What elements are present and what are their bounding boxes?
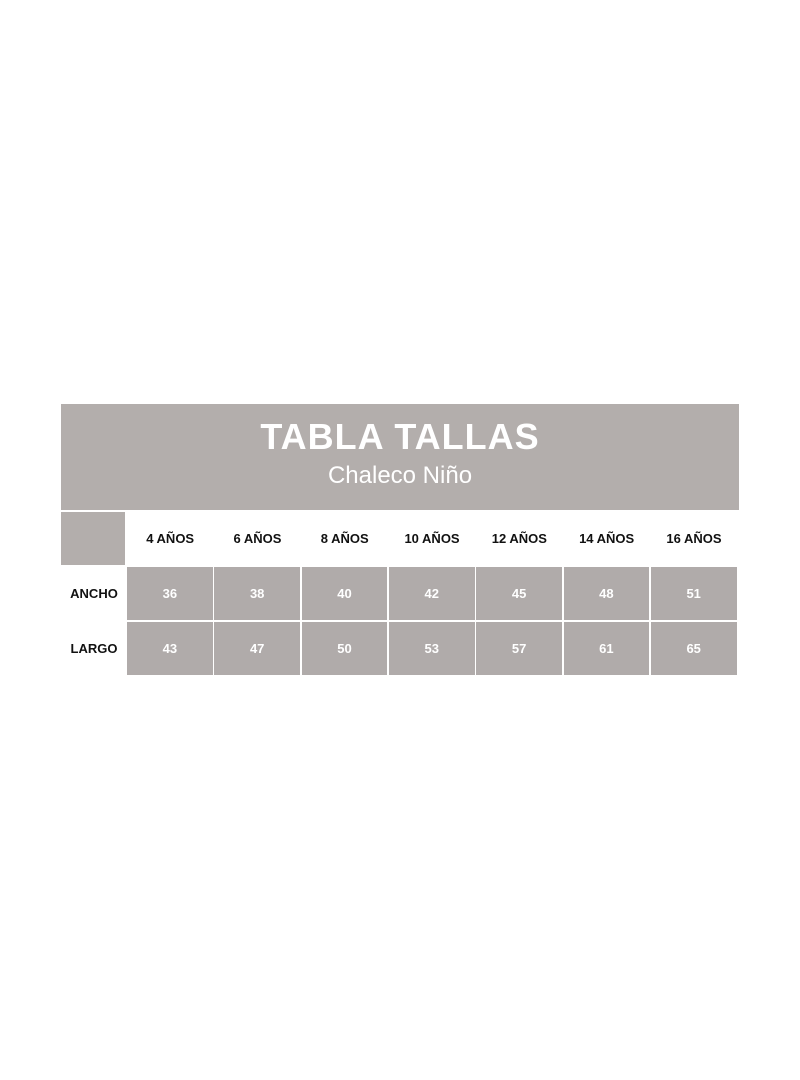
- row-label: LARGO: [70, 641, 118, 656]
- size-cell: 36: [127, 567, 213, 620]
- column-header: 8 AÑOS: [320, 531, 369, 546]
- size-cell: 42: [388, 567, 475, 620]
- column-header: 10 AÑOS: [404, 531, 460, 546]
- column-header: 16 AÑOS: [666, 531, 722, 546]
- row-label: ANCHO: [70, 586, 118, 601]
- size-cell: 57: [476, 622, 562, 675]
- column-header: 4 AÑOS: [146, 531, 195, 546]
- size-cell: 61: [563, 622, 650, 675]
- size-cell: 51: [650, 567, 737, 620]
- size-cell: 45: [476, 567, 562, 620]
- size-cell: 40: [301, 567, 388, 620]
- size-cell: 38: [214, 567, 301, 620]
- size-cell: 65: [650, 622, 737, 675]
- column-header: 14 AÑOS: [579, 531, 635, 546]
- column-header: 6 AÑOS: [233, 531, 282, 546]
- subtitle: Chaleco Niño: [327, 462, 473, 489]
- corner-cell: [61, 512, 125, 565]
- title: TABLA TALLAS: [260, 416, 540, 457]
- column-header: 12 AÑOS: [491, 531, 547, 546]
- size-cell: 47: [214, 622, 301, 675]
- size-cell: 48: [563, 567, 650, 620]
- size-cell: 43: [127, 622, 213, 675]
- size-cell: 53: [388, 622, 475, 675]
- size-cell: 50: [301, 622, 388, 675]
- banner: TABLA TALLAS Chaleco Niño: [61, 404, 739, 510]
